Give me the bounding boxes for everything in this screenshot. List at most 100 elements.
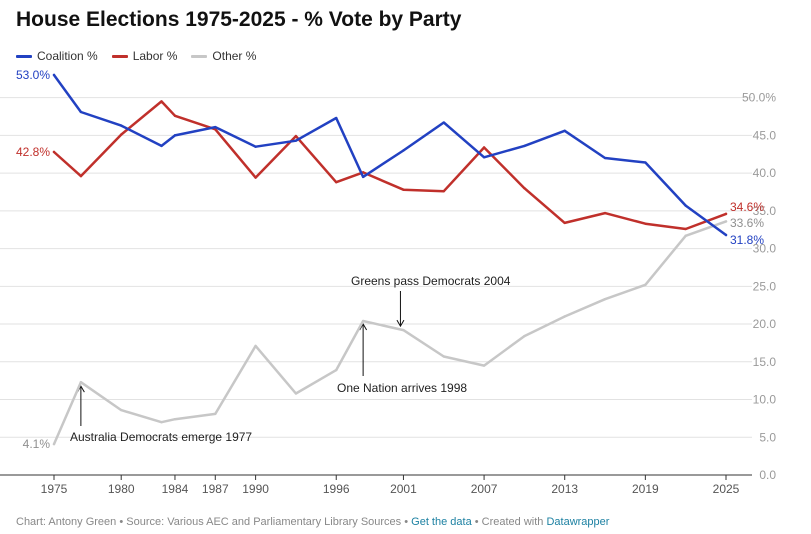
data-point-coalition [160,144,163,148]
legend-item-coalition: Coalition % [16,48,98,64]
y-tick-label: 15.0 [753,355,777,369]
data-point-other [335,368,338,372]
data-point-other [361,319,365,323]
data-point-coalition [214,125,217,129]
x-tick-label: 2007 [471,482,498,496]
y-tick-label: 45.0 [753,128,777,142]
footer: Chart: Antony Green • Source: Various AE… [16,516,609,528]
data-point-labor [523,187,526,190]
y-tick-label: 40.0 [753,166,777,180]
x-tick-label: 1980 [108,482,135,496]
legend-label-coalition: Coalition % [37,49,98,63]
series-line-other [52,220,728,446]
x-tick-label: 2025 [713,482,740,496]
annotation-greens: Greens pass Democrats 2004 [351,274,511,288]
data-point-coalition [402,149,405,152]
data-point-other [724,220,728,223]
y-tick-label: 10.0 [753,393,777,407]
y-tick-label: 30.0 [753,242,777,256]
data-point-other [160,420,163,424]
end-label-coalition: 31.8% [730,233,764,247]
data-point-labor [52,150,56,154]
legend-item-other: Other % [191,48,256,64]
start-label-other: 4.1% [23,437,51,451]
data-point-labor [724,212,728,216]
data-point-labor [335,180,338,184]
data-point-other [173,417,177,421]
y-tick-label: 5.0 [759,430,776,444]
x-tick-label: 2013 [551,482,578,496]
x-tick-label: 1990 [242,482,269,496]
data-point-coalition [482,156,486,159]
y-tick-label: 0.0 [759,468,776,482]
data-point-labor [120,133,123,136]
x-tick-label: 2019 [632,482,659,496]
data-point-other [523,334,526,338]
data-point-coalition [52,73,56,77]
data-point-coalition [173,134,177,137]
data-point-coalition [442,121,445,124]
data-point-coalition [361,175,365,179]
series-line-labor [52,100,728,231]
footer-credits: Chart: Antony Green • Source: Various AE… [16,516,412,528]
data-point-coalition [120,124,123,127]
x-tick-label: 1984 [162,482,189,496]
data-point-coalition [523,144,526,148]
data-point-other [402,328,405,332]
data-point-labor [173,114,177,117]
data-point-coalition [684,204,687,207]
end-label-other: 33.6% [730,216,764,230]
footer-created-with: • Created with [471,516,547,528]
legend-label-other: Other % [212,49,257,63]
legend-item-labor: Labor % [111,48,178,64]
x-tick-label: 2001 [390,482,417,496]
data-point-labor [160,100,163,103]
data-point-coalition [724,233,728,237]
start-label-labor: 42.8% [16,145,50,159]
data-point-other [482,364,486,367]
data-point-other [120,408,123,412]
data-point-labor [254,176,257,179]
data-point-coalition [294,139,298,142]
annotation-one-nation: One Nation arrives 1998 [337,381,467,395]
data-point-other [294,392,298,395]
annotation-democrats: Australia Democrats emerge 1977 [70,430,252,444]
data-point-other [603,297,607,301]
data-point-other [442,355,445,358]
data-point-coalition [254,145,257,148]
y-tick-label: 20.0 [753,317,777,331]
start-label-coalition: 53.0% [16,68,50,82]
legend-label-labor: Labor % [132,49,178,63]
data-point-labor [442,190,445,193]
data-point-other [644,283,647,287]
datawrapper-link[interactable]: Datawrapper [546,516,610,528]
x-tick-label: 1987 [202,482,229,496]
data-point-other [52,442,56,446]
y-tick-label: 50.0% [742,91,776,105]
data-point-labor [79,174,83,178]
data-point-labor [644,222,647,225]
data-point-other [684,234,687,237]
data-point-labor [603,211,607,215]
get-data-link[interactable]: Get the data [411,516,472,528]
data-point-coalition [335,116,338,120]
legend-swatch-labor [111,54,128,58]
end-label-labor: 34.6% [730,200,764,214]
data-point-labor [402,188,405,191]
x-tick-label: 1996 [323,482,350,496]
data-point-other [79,380,83,384]
data-point-other [563,315,566,318]
legend-swatch-other [191,54,208,58]
data-point-other [214,412,217,416]
data-point-labor [563,221,566,225]
chart-title: House Elections 1975-2025 - % Vote by Pa… [16,8,462,31]
data-point-labor [482,146,486,149]
legend-swatch-coalition [16,54,32,58]
x-tick-label: 1975 [41,482,68,496]
legend: Coalition % Labor % Other % [16,48,256,64]
data-point-coalition [79,110,83,114]
data-point-coalition [644,161,647,164]
data-point-labor [294,134,298,138]
y-tick-label: 25.0 [753,279,777,293]
